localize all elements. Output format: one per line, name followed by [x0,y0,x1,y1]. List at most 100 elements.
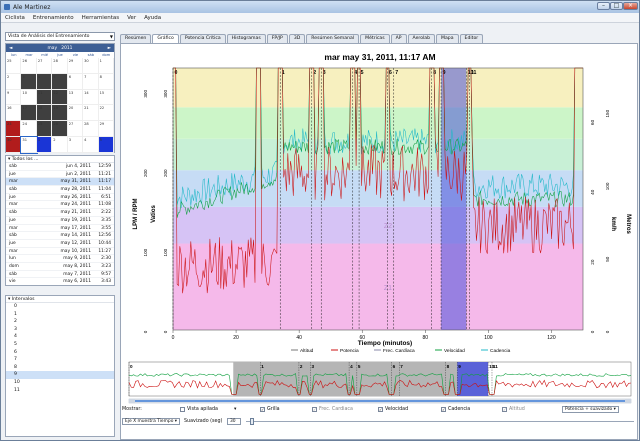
calendar-day[interactable]: 4 [83,137,99,153]
calendar-day[interactable]: 31 [20,136,38,154]
calendar-day[interactable]: 27 [36,58,53,74]
ride-row[interactable]: vie may 6, 2011 3:43 [6,278,114,285]
calendar-day[interactable]: 4 [36,73,53,90]
scroll-right-button[interactable] [625,399,631,403]
calendar-day[interactable]: 5 [98,137,114,153]
menu-ayuda[interactable]: Ayuda [144,14,162,21]
smoothing-slider[interactable] [246,418,634,425]
overview-selected-region[interactable] [457,362,489,396]
interval-item[interactable]: 9 [6,371,114,379]
ride-row[interactable]: jue jun 2, 2011 11:21 [6,171,114,179]
calendar-day[interactable]: 30 [83,58,99,74]
tab-2[interactable]: Potencia Crítica [179,34,226,43]
tab-5[interactable]: 3D [288,34,306,43]
minimize-button[interactable]: – [597,2,610,10]
tab-11[interactable]: Editor [459,34,484,43]
calendar-day[interactable]: 29 [67,58,84,74]
calendar-day[interactable]: 25 [36,121,53,138]
calendar-day[interactable]: 7 [83,73,99,90]
menu-herramientas[interactable]: Herramientas [81,14,120,21]
calendar-day[interactable]: 27 [67,121,84,138]
ride-row[interactable]: mar may 17, 2011 3:55 [6,225,114,233]
tab-9[interactable]: Aerolab [407,34,436,43]
calendar-day[interactable]: 12 [52,89,68,106]
calendar-day[interactable]: 16 [6,105,22,122]
ride-row[interactable]: sáb may 21, 2011 2:22 [6,209,114,217]
ride-row[interactable]: sáb may 14, 2011 12:56 [6,232,114,240]
interval-item[interactable]: 1 [14,311,17,317]
cadence-checkbox[interactable]: ✓ [441,407,446,412]
stacked-view-checkbox[interactable] [180,407,185,412]
rides-list-header[interactable]: ▾ Todos los ... [6,156,114,163]
tab-6[interactable]: Resúmen Semanal [306,34,360,43]
calendar-day[interactable]: 29 [98,121,114,138]
ride-row[interactable]: jue may 26, 2011 6:51 [6,194,114,202]
interval-item[interactable]: 8 [14,364,17,370]
calendar-day[interactable]: 3 [67,137,84,153]
interval-item[interactable]: 3 [14,326,17,332]
calendar-day[interactable]: 11 [36,89,53,106]
calendar-day[interactable]: 28 [52,58,68,74]
calendar-next-button[interactable]: ► [107,45,111,51]
calendar-day[interactable]: 1 [98,58,114,74]
interval-item[interactable]: 7 [14,357,17,363]
calendar-day[interactable]: 25 [6,58,22,74]
calendar-day[interactable]: 2 [6,73,22,90]
ride-row[interactable]: jue may 12, 2011 10:44 [6,240,114,248]
tab-4[interactable]: FP/JP [266,34,288,43]
calendar-day[interactable]: 26 [21,58,37,74]
calendar-day[interactable]: 28 [83,121,99,138]
calendar-day[interactable]: 26 [52,121,68,138]
smoothing-input[interactable]: 30 [227,418,241,425]
calendar-day[interactable]: 19 [52,105,68,122]
calendar-day[interactable]: 18 [36,105,53,122]
chevron-down-icon[interactable]: ▾ [233,407,237,412]
calendar-day[interactable]: 10 [21,89,37,106]
ride-row[interactable]: mar may 31, 2011 11:17 [6,178,114,187]
tab-7[interactable]: Métricas [360,34,390,43]
calendar-day[interactable]: 14 [83,89,99,106]
interval-item[interactable]: 11 [14,387,20,393]
interval-item[interactable]: 6 [14,349,17,355]
close-button[interactable]: × [623,2,638,10]
menu-ciclista[interactable]: Ciclista [5,14,25,21]
altitude-checkbox[interactable]: ✓ [502,407,507,412]
power-series-select[interactable]: Potencia + suavizado ▾ [562,406,619,413]
selected-interval-highlight[interactable] [441,68,467,330]
interval-item[interactable]: 10 [14,379,20,385]
intervals-list-header[interactable]: ▾ Intervalos [6,296,114,303]
calendar-prev-button[interactable]: ◄ [9,45,13,51]
calendar-day[interactable]: 22 [98,105,114,122]
menu-ver[interactable]: Ver [127,14,137,21]
interval-item[interactable]: 5 [14,341,17,347]
calendar-day[interactable]: 3 [21,73,37,90]
calendar-day[interactable]: 1 [36,137,53,153]
calendar-day[interactable]: 2 [52,137,68,153]
interval-item[interactable]: 4 [14,334,17,340]
maximize-button[interactable]: □ [610,2,623,10]
calendar-day[interactable]: 13 [67,89,84,106]
tab-1[interactable]: Gráfico [152,34,179,44]
calendar-day[interactable]: 6 [67,73,84,90]
ride-row[interactable]: lun may 9, 2011 2:30 [6,255,114,263]
ride-row[interactable]: jue may 19, 2011 3:35 [6,217,114,225]
ride-row[interactable]: sáb may 7, 2011 9:57 [6,271,114,279]
calendar-day[interactable]: 15 [98,89,114,106]
calendar-day[interactable]: 23 [6,121,22,138]
calendar-day[interactable]: 5 [52,73,68,90]
ride-row[interactable]: mar may 10, 2011 11:27 [6,248,114,256]
tab-8[interactable]: AP [390,34,407,43]
tab-3[interactable]: Histogramas [226,34,266,43]
x-axis-select[interactable]: Eje X muestra Tiempo ▾ [122,418,180,425]
scroll-left-button[interactable] [129,399,135,403]
ride-row[interactable]: dom may 8, 2011 3:23 [6,263,114,271]
interval-item[interactable]: 0 [14,304,17,309]
calendar-day[interactable]: 17 [21,105,37,122]
grid-checkbox[interactable]: ✓ [260,407,265,412]
view-selector[interactable]: Vista de Análisis del Entrenamiento ▼ [5,32,115,41]
ride-row[interactable]: sáb jun 4, 2011 12:59 [6,163,114,171]
calendar-day[interactable]: 21 [83,105,99,122]
calendar-month[interactable]: may [47,45,58,51]
